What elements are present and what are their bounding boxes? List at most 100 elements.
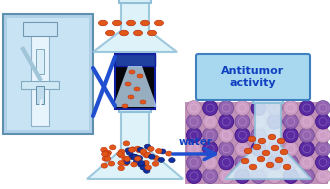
Ellipse shape xyxy=(104,152,111,157)
Circle shape xyxy=(203,155,217,170)
Circle shape xyxy=(219,114,234,129)
Circle shape xyxy=(40,102,42,104)
Ellipse shape xyxy=(144,153,150,158)
Text: Antitumor
activity: Antitumor activity xyxy=(221,66,284,88)
Ellipse shape xyxy=(153,156,160,161)
Ellipse shape xyxy=(257,156,265,162)
Ellipse shape xyxy=(283,164,291,170)
Circle shape xyxy=(186,141,202,156)
Ellipse shape xyxy=(141,20,149,26)
Circle shape xyxy=(315,101,330,115)
Ellipse shape xyxy=(159,149,166,154)
Circle shape xyxy=(315,155,330,170)
Ellipse shape xyxy=(144,144,151,149)
Circle shape xyxy=(283,155,298,170)
Ellipse shape xyxy=(118,160,124,166)
Ellipse shape xyxy=(102,156,109,161)
Circle shape xyxy=(283,101,298,115)
Circle shape xyxy=(283,114,298,129)
Ellipse shape xyxy=(140,165,147,170)
Circle shape xyxy=(299,155,314,170)
Ellipse shape xyxy=(145,165,151,170)
Ellipse shape xyxy=(268,134,276,140)
Circle shape xyxy=(219,155,234,170)
Ellipse shape xyxy=(129,155,135,160)
Circle shape xyxy=(40,101,42,102)
Circle shape xyxy=(251,169,266,184)
Ellipse shape xyxy=(126,150,133,155)
Circle shape xyxy=(283,141,298,156)
Polygon shape xyxy=(225,101,311,179)
Ellipse shape xyxy=(129,147,135,152)
Circle shape xyxy=(299,169,314,184)
Bar xyxy=(23,22,57,36)
Ellipse shape xyxy=(249,164,257,170)
Ellipse shape xyxy=(104,156,111,161)
Ellipse shape xyxy=(134,87,140,91)
Ellipse shape xyxy=(102,152,108,156)
Circle shape xyxy=(203,141,217,156)
Text: water: water xyxy=(179,137,213,147)
Circle shape xyxy=(219,128,234,143)
Ellipse shape xyxy=(137,74,143,78)
Bar xyxy=(119,0,151,3)
Circle shape xyxy=(235,155,250,170)
Ellipse shape xyxy=(110,145,116,150)
Bar xyxy=(3,14,93,134)
Ellipse shape xyxy=(108,161,115,166)
Ellipse shape xyxy=(136,156,143,161)
Ellipse shape xyxy=(130,154,136,159)
Ellipse shape xyxy=(148,154,155,159)
Circle shape xyxy=(40,105,42,107)
Circle shape xyxy=(251,155,266,170)
Ellipse shape xyxy=(136,148,142,153)
Ellipse shape xyxy=(123,141,130,146)
Circle shape xyxy=(267,101,282,115)
Bar xyxy=(36,49,44,74)
Polygon shape xyxy=(113,66,157,107)
Ellipse shape xyxy=(154,20,163,26)
Ellipse shape xyxy=(169,158,175,163)
Circle shape xyxy=(235,101,250,115)
Bar xyxy=(21,81,59,89)
Circle shape xyxy=(251,141,266,156)
Circle shape xyxy=(203,114,217,129)
Circle shape xyxy=(299,128,314,143)
Circle shape xyxy=(235,128,250,143)
Bar xyxy=(253,99,283,103)
Ellipse shape xyxy=(138,162,144,167)
Circle shape xyxy=(315,169,330,184)
Circle shape xyxy=(186,128,202,143)
Circle shape xyxy=(251,101,266,115)
Bar xyxy=(7,18,89,130)
Ellipse shape xyxy=(280,149,288,155)
FancyBboxPatch shape xyxy=(196,54,310,100)
Bar xyxy=(31,22,49,126)
Circle shape xyxy=(267,155,282,170)
Ellipse shape xyxy=(143,160,149,165)
Ellipse shape xyxy=(106,30,115,36)
Ellipse shape xyxy=(125,82,131,86)
Ellipse shape xyxy=(134,146,141,151)
Ellipse shape xyxy=(155,149,162,153)
Circle shape xyxy=(251,128,266,143)
Circle shape xyxy=(299,101,314,115)
Circle shape xyxy=(315,128,330,143)
Ellipse shape xyxy=(266,162,274,168)
Ellipse shape xyxy=(117,151,123,156)
Ellipse shape xyxy=(148,146,154,151)
Ellipse shape xyxy=(128,95,134,99)
Ellipse shape xyxy=(248,136,256,142)
Ellipse shape xyxy=(152,161,159,166)
Circle shape xyxy=(219,101,234,115)
Ellipse shape xyxy=(131,162,137,167)
Ellipse shape xyxy=(277,138,285,144)
Ellipse shape xyxy=(125,148,132,153)
Bar xyxy=(115,54,155,66)
Ellipse shape xyxy=(132,154,138,160)
Ellipse shape xyxy=(148,30,156,36)
Ellipse shape xyxy=(137,147,144,152)
Ellipse shape xyxy=(124,156,130,161)
Circle shape xyxy=(267,128,282,143)
Ellipse shape xyxy=(122,156,128,161)
